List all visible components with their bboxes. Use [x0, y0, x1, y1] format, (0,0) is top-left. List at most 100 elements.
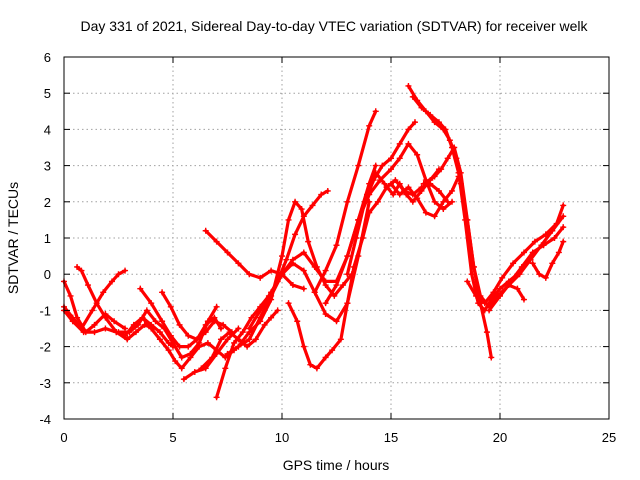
data-point-marker [366, 209, 373, 216]
data-point-marker [235, 325, 242, 332]
data-point-marker [180, 376, 187, 383]
chart-title: Day 331 of 2021, Sidereal Day-to-day VTE… [80, 18, 588, 34]
data-point-marker [257, 314, 264, 321]
data-point-marker [490, 289, 497, 296]
data-point-marker [132, 329, 139, 336]
data-point-marker [520, 296, 527, 303]
data-point-marker [91, 329, 98, 336]
series-trace-24 [422, 145, 565, 309]
data-point-marker [289, 256, 296, 263]
data-point-marker [340, 282, 347, 289]
data-point-marker [178, 365, 185, 372]
data-point-marker [91, 321, 98, 328]
data-point-marker [165, 347, 172, 354]
data-point-marker [307, 361, 314, 368]
data-point-marker [261, 321, 268, 328]
data-point-marker [213, 394, 220, 401]
data-point-marker [298, 206, 305, 213]
data-point-marker [178, 354, 185, 361]
series-trace-23 [411, 95, 528, 312]
y-tick-label: 3 [44, 159, 51, 174]
data-point-marker [268, 289, 275, 296]
data-point-marker [411, 119, 418, 126]
data-point-marker [115, 329, 122, 336]
data-point-marker [431, 173, 438, 180]
data-point-marker [152, 318, 159, 325]
data-point-marker [529, 260, 536, 267]
data-point-marker [505, 282, 512, 289]
data-point-marker [435, 119, 442, 126]
data-point-marker [172, 358, 179, 365]
data-point-marker [156, 329, 163, 336]
data-point-marker [542, 231, 549, 238]
data-point-marker [246, 325, 253, 332]
data-point-marker [80, 329, 87, 336]
series-trace-6 [138, 287, 223, 349]
data-point-marker [560, 238, 567, 245]
data-point-marker [457, 169, 464, 176]
data-point-marker [355, 162, 362, 169]
data-point-marker [244, 343, 251, 350]
data-point-marker [139, 314, 146, 321]
data-point-marker [93, 300, 100, 307]
data-point-marker [148, 325, 155, 332]
data-point-marker [143, 307, 150, 314]
data-point-marker [257, 274, 264, 281]
data-point-marker [294, 318, 301, 325]
x-tick-label: 15 [384, 430, 398, 445]
data-point-marker [292, 231, 299, 238]
data-point-marker [388, 155, 394, 162]
data-point-marker [396, 180, 403, 187]
series-trace-9 [182, 326, 240, 381]
data-point-marker [409, 198, 416, 205]
data-point-marker [148, 300, 155, 307]
data-point-marker [204, 339, 211, 346]
data-point-marker [440, 206, 447, 213]
data-point-marker [529, 249, 536, 256]
data-point-marker [379, 162, 386, 169]
series-trace-4 [62, 308, 175, 349]
data-point-marker [102, 325, 109, 332]
data-point-marker [374, 198, 381, 205]
data-point-marker [224, 350, 231, 357]
data-point-marker [268, 314, 275, 321]
data-point-marker [483, 329, 490, 336]
data-point-marker [300, 285, 307, 292]
data-point-marker [468, 271, 475, 278]
data-point-marker [449, 198, 456, 205]
data-point-marker [390, 191, 397, 198]
y-tick-label: 4 [44, 122, 51, 137]
data-point-marker [377, 177, 384, 184]
data-point-marker [322, 311, 329, 318]
data-point-marker [418, 187, 425, 194]
data-point-marker [311, 263, 318, 270]
data-point-marker [193, 336, 200, 343]
data-point-marker [246, 336, 253, 343]
data-point-marker [388, 166, 394, 173]
data-point-marker [74, 263, 81, 270]
data-point-marker [211, 318, 218, 325]
data-point-marker [344, 300, 351, 307]
x-tick-label: 5 [169, 430, 176, 445]
data-point-marker [449, 187, 456, 194]
data-point-marker [176, 321, 183, 328]
series-trace-27 [498, 283, 526, 302]
data-point-marker [274, 307, 281, 314]
y-tick-label: -4 [39, 412, 51, 427]
data-point-marker [405, 140, 412, 147]
data-point-marker [111, 318, 118, 325]
data-point-marker [213, 238, 220, 245]
data-point-marker [497, 292, 503, 299]
data-point-marker [122, 332, 129, 339]
data-point-marker [159, 318, 166, 325]
data-point-marker [69, 318, 76, 325]
data-point-marker [475, 300, 482, 307]
data-point-marker [217, 336, 224, 343]
data-point-marker [202, 227, 209, 234]
data-point-marker [268, 267, 275, 274]
data-point-marker [520, 249, 527, 256]
data-point-marker [542, 274, 549, 281]
data-point-marker [427, 111, 434, 118]
data-point-marker [257, 307, 264, 314]
data-point-marker [420, 180, 427, 187]
